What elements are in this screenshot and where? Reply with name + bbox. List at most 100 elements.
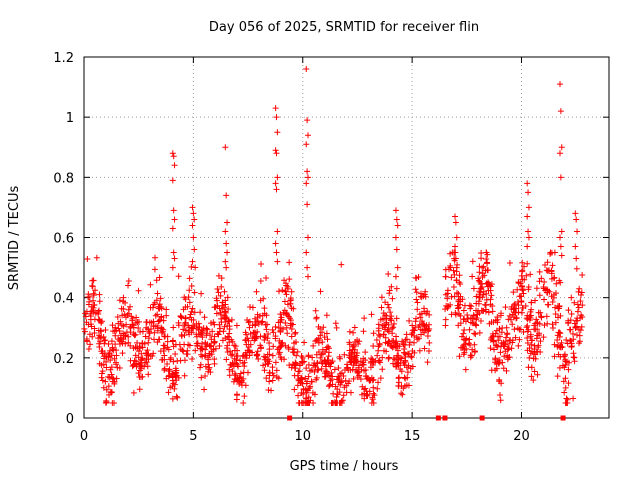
data-point (487, 283, 494, 290)
data-point (96, 298, 103, 305)
data-point (283, 311, 290, 318)
data-point (233, 391, 240, 398)
data-point (270, 329, 277, 336)
data-point (225, 305, 232, 312)
data-point (121, 311, 128, 318)
data-point (488, 292, 495, 299)
data-point (551, 353, 558, 360)
data-point (117, 334, 124, 341)
data-point (103, 364, 110, 371)
data-point (125, 278, 132, 285)
data-point (551, 274, 558, 281)
data-point (413, 289, 420, 296)
data-point (349, 366, 356, 373)
data-point (452, 219, 459, 226)
data-point (370, 342, 377, 349)
data-point (544, 259, 551, 266)
data-point (450, 283, 457, 290)
data-point (366, 376, 373, 383)
data-point (158, 314, 165, 321)
data-point (129, 363, 136, 370)
data-point (361, 395, 368, 402)
data-point (419, 327, 426, 334)
data-point (147, 353, 154, 360)
data-point (377, 316, 384, 323)
data-point (525, 189, 532, 196)
data-point (312, 307, 319, 314)
data-point (442, 322, 449, 329)
data-point (165, 389, 172, 396)
data-point (459, 296, 466, 303)
data-point (390, 355, 397, 362)
data-point (189, 204, 196, 211)
data-point (412, 274, 419, 281)
data-point (319, 339, 326, 346)
data-point (118, 305, 125, 312)
data-point (387, 342, 394, 349)
data-point (157, 348, 164, 355)
data-point (371, 392, 378, 399)
data-point (298, 374, 305, 381)
data-point (189, 305, 196, 312)
data-point (414, 299, 421, 306)
data-point (198, 290, 205, 297)
data-point (268, 387, 275, 394)
data-point (568, 294, 575, 301)
data-point (292, 329, 299, 336)
data-point (114, 313, 121, 320)
data-point (311, 359, 318, 366)
data-point (261, 310, 268, 317)
data-point (273, 373, 280, 380)
data-point (266, 351, 273, 358)
data-point (543, 267, 550, 274)
data-point (485, 309, 492, 316)
data-point (129, 317, 136, 324)
data-point (541, 322, 548, 329)
data-point (305, 174, 311, 181)
data-point (519, 287, 526, 294)
data-point (154, 290, 161, 297)
data-point (98, 318, 105, 325)
data-point (404, 350, 411, 357)
data-point (111, 399, 118, 406)
data-point (130, 389, 137, 396)
data-point (536, 292, 543, 299)
data-point (402, 358, 409, 365)
data-point (105, 383, 112, 390)
data-point (145, 356, 152, 363)
data-point (550, 324, 557, 331)
data-point (291, 372, 298, 379)
data-point (251, 334, 258, 341)
data-point (88, 303, 95, 310)
data-point (264, 360, 271, 367)
data-point (134, 319, 141, 326)
data-point (262, 321, 269, 328)
data-point (108, 389, 115, 396)
data-point (219, 299, 226, 306)
data-point (223, 240, 230, 247)
data-point (443, 302, 450, 309)
data-point (258, 260, 265, 267)
data-point (525, 228, 532, 235)
data-point (314, 367, 321, 374)
data-point (466, 326, 473, 333)
data-point (192, 347, 199, 354)
data-point (387, 309, 394, 316)
data-point (386, 290, 393, 297)
data-point (305, 361, 312, 368)
data-point (460, 307, 467, 314)
data-point (406, 339, 413, 346)
data-point (221, 288, 228, 295)
data-point (234, 352, 241, 359)
data-point (81, 328, 88, 335)
data-point (249, 322, 256, 329)
data-point (120, 294, 127, 301)
data-point (369, 358, 376, 365)
data-point (321, 370, 328, 377)
data-point (369, 377, 376, 384)
data-point (282, 319, 289, 326)
data-point (81, 325, 88, 332)
data-point (209, 328, 216, 335)
data-point (116, 341, 123, 348)
data-point (562, 375, 569, 382)
